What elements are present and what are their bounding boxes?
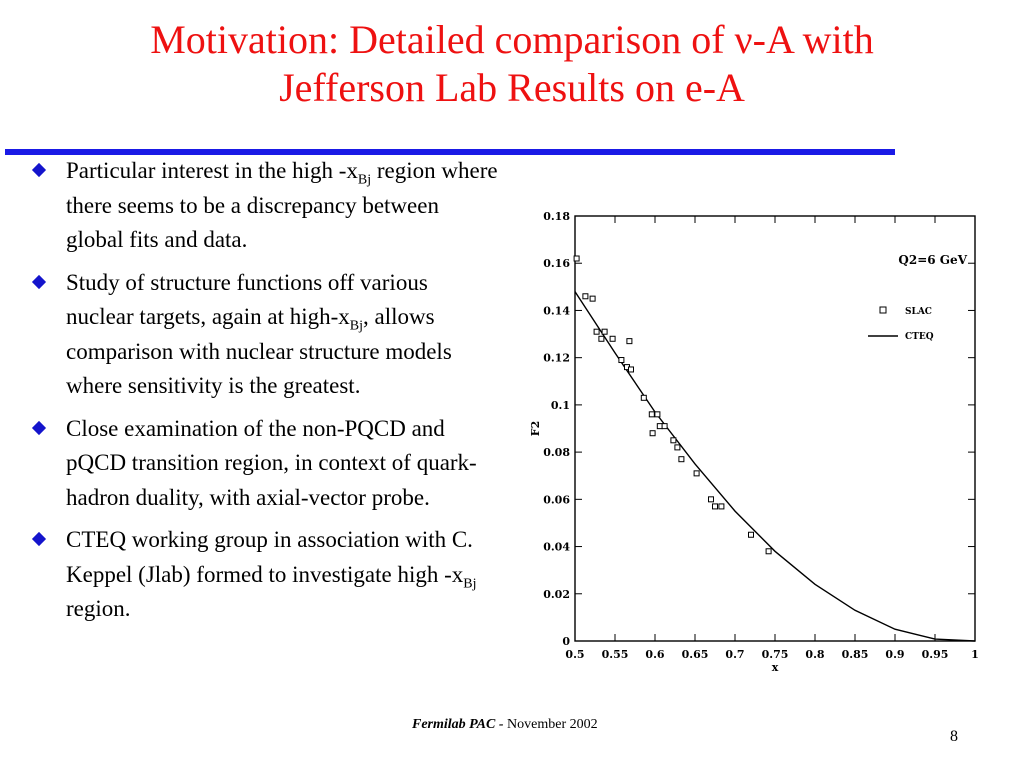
- slac-point: [718, 503, 725, 510]
- subscript-text: Bj: [357, 172, 372, 188]
- slac-point: [670, 437, 677, 444]
- title-line-2: Jefferson Lab Results on e-A: [279, 65, 745, 110]
- bullet-text: region.: [66, 596, 131, 621]
- bullet-item: CTEQ working group in association with C…: [30, 523, 500, 627]
- slac-point: [708, 496, 714, 503]
- y-tick-label: 0.18: [543, 210, 570, 223]
- bullet-item: Close examination of the non-PQCD and pQ…: [30, 412, 500, 516]
- y-tick-label: 0.02: [543, 588, 570, 601]
- x-tick-label: 0.7: [725, 648, 744, 661]
- subscript-text: Bj: [349, 318, 364, 334]
- slac-point: [661, 423, 668, 430]
- x-tick-label: 0.9: [885, 648, 904, 661]
- legend-slac-marker: [879, 306, 887, 314]
- diamond-bullet-icon: [31, 162, 47, 178]
- y-tick-label: 0.12: [543, 352, 570, 365]
- title-line-1: Motivation: Detailed comparison of ν-A w…: [150, 17, 874, 62]
- legend-slac-label: SLAC: [905, 307, 932, 317]
- slac-point: [712, 503, 718, 510]
- slac-point: [765, 548, 772, 555]
- x-tick-label: 0.65: [682, 648, 709, 661]
- bullet-text: Close examination of the non-PQCD and pQ…: [66, 415, 477, 510]
- slac-point: [582, 293, 589, 300]
- y-tick-label: 0.14: [543, 304, 570, 317]
- x-tick-label: 0.8: [805, 648, 824, 661]
- bullet-list: Particular interest in the high -xBj reg…: [30, 154, 500, 635]
- f2-chart: 0.5 0.55 0.6 0.65 0.7 0.75 0.8 0.85 0.9 0.95 1 0 0.0…: [529, 210, 979, 674]
- bullet-item: Particular interest in the high -xBj reg…: [30, 154, 500, 258]
- slac-point: [598, 335, 605, 342]
- slac-point: [674, 444, 681, 451]
- cteq-curve: [574, 291, 976, 642]
- y-tick-label: 0.08: [543, 446, 570, 459]
- y-tick-label: 0.16: [543, 257, 570, 270]
- diamond-bullet-icon: [31, 531, 47, 547]
- bullet-text: CTEQ working group in association with C…: [66, 527, 473, 587]
- chart-annotation: Q2=6 GeV: [898, 253, 967, 267]
- diamond-bullet-icon: [31, 274, 47, 289]
- slac-point: [573, 255, 580, 262]
- x-tick-label: 0.55: [602, 648, 629, 661]
- x-tick-label: 0.5: [565, 648, 584, 661]
- slac-point: [618, 357, 625, 364]
- bullet-text: Study of structure functions off various…: [66, 269, 428, 330]
- x-tick-label: 1: [971, 648, 979, 661]
- x-axis-label: x: [772, 661, 779, 674]
- legend-cteq-label: CTEQ: [905, 332, 934, 342]
- slac-point: [748, 531, 754, 538]
- bullet-text: , allows comparison with nuclear structu…: [66, 304, 452, 398]
- slac-point: [609, 335, 616, 342]
- slac-point: [601, 328, 608, 335]
- x-tick-label: 0.95: [922, 648, 949, 661]
- plot-frame: [574, 215, 976, 642]
- slac-point: [628, 366, 634, 373]
- x-tick-label: 0.6: [645, 648, 664, 661]
- y-tick-label: 0.1: [551, 399, 570, 412]
- bullet-text: region where there seems to be a discrep…: [66, 158, 498, 252]
- subscript-text: Bj: [463, 576, 477, 592]
- y-tick-label: 0.06: [543, 493, 570, 506]
- title-divider: [5, 149, 895, 155]
- bullet-item: Study of structure functions off various…: [30, 266, 500, 404]
- y-tick-label: 0: [562, 635, 570, 648]
- y-tick-label: 0.04: [543, 541, 570, 554]
- slac-point: [648, 411, 655, 418]
- bullet-text: Particular interest in the high -x: [66, 158, 358, 183]
- slac-point: [626, 338, 633, 345]
- footer: Fermilab PAC - November 2002: [412, 717, 598, 733]
- y-axis-label: F2: [529, 421, 542, 436]
- slac-point: [589, 295, 596, 302]
- slac-point: [654, 411, 661, 418]
- diamond-bullet-icon: [31, 420, 47, 435]
- slac-point: [656, 423, 663, 430]
- slac-point: [593, 328, 600, 335]
- x-tick-label: 0.75: [762, 648, 789, 661]
- slide-title: Motivation: Detailed comparison of ν-A w…: [40, 16, 984, 112]
- page-number: 8: [950, 728, 958, 745]
- slac-point: [649, 430, 656, 437]
- footer-label: Fermilab PAC -: [412, 717, 508, 732]
- slac-point: [693, 470, 700, 477]
- footer-date: November 2002: [507, 717, 598, 732]
- slac-point: [640, 394, 647, 401]
- slac-point: [678, 456, 685, 463]
- x-tick-label: 0.85: [842, 648, 869, 661]
